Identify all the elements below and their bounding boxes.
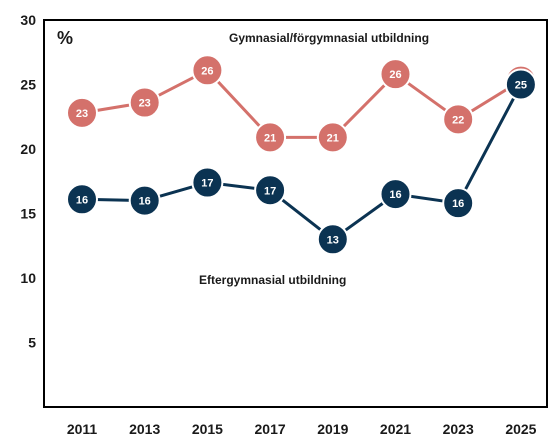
data-point: [504, 68, 537, 101]
data-label: 16: [389, 189, 401, 201]
series-label-gymnasial: Gymnasial/förgymnasial utbildning: [229, 31, 429, 45]
data-point: [379, 58, 412, 91]
x-tick-label: 2011: [67, 421, 98, 436]
y-axis-ticks: 5 10 15 20 25 30: [20, 12, 36, 351]
data-label: 22: [452, 114, 464, 126]
data-point: [254, 121, 287, 154]
x-tick-label: 2017: [255, 421, 286, 436]
data-label: 23: [76, 108, 88, 120]
data-point: [128, 184, 161, 217]
data-point: [128, 86, 161, 119]
data-label: 16: [76, 194, 88, 206]
data-point: [442, 187, 475, 220]
data-point: [191, 166, 224, 199]
data-label: 26: [201, 65, 213, 77]
y-tick-label: 30: [20, 12, 36, 28]
data-point: [66, 96, 98, 129]
data-label: 13: [327, 234, 339, 246]
data-label: 21: [327, 132, 339, 144]
data-label: 17: [264, 185, 276, 197]
data-point: [66, 183, 98, 216]
plot-frame: [43, 19, 548, 408]
y-tick-label: 15: [20, 206, 36, 222]
data-point: [316, 223, 349, 256]
series-group: 23 23 26 21 21 26 22 16 16 17 17 13 16 16 25: [66, 54, 537, 256]
data-point: [442, 103, 475, 136]
data-point: [379, 178, 412, 211]
x-tick-label: 2021: [380, 421, 411, 436]
data-label: 16: [139, 196, 151, 208]
data-point: [254, 174, 287, 207]
x-tick-label: 2019: [317, 421, 348, 436]
data-label: 21: [264, 132, 276, 144]
y-tick-label: 10: [20, 270, 36, 286]
data-label: 23: [139, 98, 151, 110]
data-point: [191, 54, 224, 87]
x-tick-label: 2023: [443, 421, 474, 436]
x-tick-label: 2013: [129, 421, 160, 436]
data-label: 26: [389, 69, 401, 81]
data-point: [316, 121, 349, 154]
x-axis-ticks: 2011 2013 2015 2017 2019 2021 2023 2025: [67, 421, 537, 436]
y-axis-unit-label: %: [57, 28, 73, 48]
data-label: 25: [515, 80, 527, 92]
y-tick-label: 25: [20, 77, 36, 93]
x-tick-label: 2025: [505, 421, 536, 436]
series-label-eftergymnasial: Eftergymnasial utbildning: [199, 273, 346, 287]
y-tick-label: 5: [28, 335, 36, 351]
x-tick-label: 2015: [192, 421, 223, 436]
data-label: 16: [452, 198, 464, 210]
data-label: 17: [201, 178, 213, 190]
y-tick-label: 20: [20, 141, 36, 157]
